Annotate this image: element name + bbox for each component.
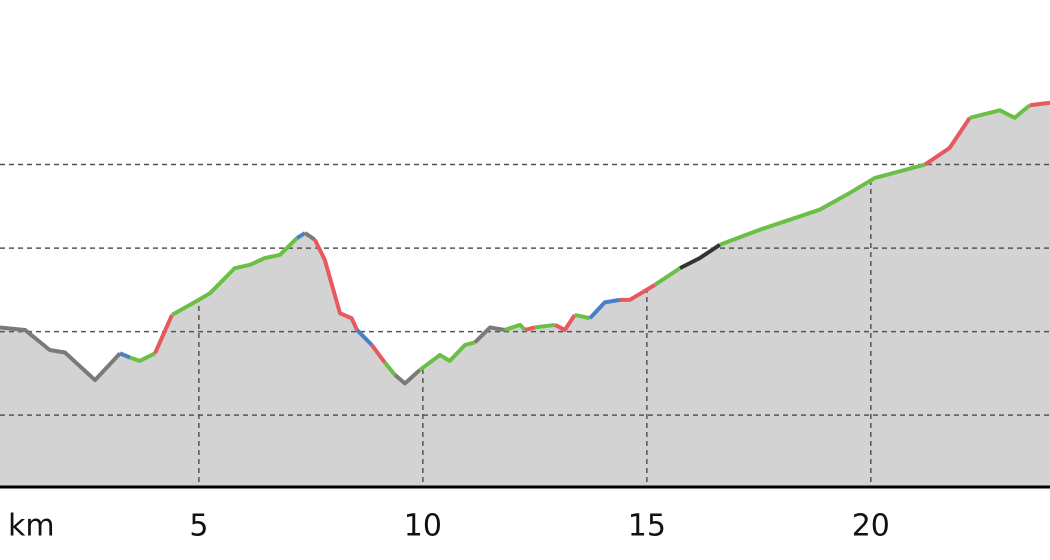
elevation-line bbox=[679, 243, 721, 270]
elevation-line bbox=[171, 236, 299, 317]
elevation-line bbox=[370, 343, 387, 364]
elevation-line bbox=[129, 351, 156, 363]
elevation-area bbox=[154, 314, 173, 488]
elevation-area bbox=[394, 368, 421, 488]
elevation-line bbox=[574, 312, 591, 321]
elevation-line bbox=[418, 340, 476, 372]
elevation-area bbox=[119, 352, 131, 488]
elevation-area bbox=[534, 324, 556, 488]
x-axis-label: km bbox=[8, 509, 55, 544]
elevation-line bbox=[719, 162, 926, 247]
x-tick-label: 5 bbox=[189, 509, 208, 544]
elevation-area bbox=[619, 283, 656, 488]
elevation-line bbox=[0, 325, 122, 383]
x-tick-label: 15 bbox=[628, 509, 666, 544]
elevation-area bbox=[524, 326, 536, 488]
elevation-line bbox=[393, 368, 422, 386]
elevation-line bbox=[969, 103, 1032, 120]
elevation-area bbox=[296, 232, 306, 488]
elevation-line bbox=[383, 361, 397, 377]
elevation-area bbox=[654, 267, 681, 488]
elevation-line bbox=[619, 283, 656, 302]
elevation-area bbox=[574, 314, 591, 488]
elevation-area bbox=[554, 313, 576, 488]
elevation-area bbox=[474, 326, 506, 488]
elevation-area bbox=[356, 328, 373, 488]
elevation-line bbox=[295, 231, 307, 240]
elevation-line bbox=[119, 351, 131, 360]
x-tick-label: 20 bbox=[852, 509, 890, 544]
elevation-area bbox=[504, 324, 526, 488]
elevation-line bbox=[588, 297, 621, 320]
elevation-area bbox=[719, 163, 926, 488]
elevation-line bbox=[1029, 100, 1050, 108]
elevation-line bbox=[473, 325, 506, 344]
elevation-line bbox=[923, 116, 972, 167]
elevation-area bbox=[679, 243, 721, 488]
elevation-line bbox=[303, 231, 317, 242]
elevation-line bbox=[355, 328, 374, 347]
elevation-line bbox=[534, 322, 556, 330]
elevation-area bbox=[589, 299, 621, 488]
elevation-area bbox=[314, 239, 358, 488]
elevation-area bbox=[1029, 102, 1050, 488]
elevation-area bbox=[371, 343, 386, 488]
x-tick-label: 10 bbox=[404, 509, 442, 544]
elevation-area bbox=[384, 361, 396, 488]
elevation-line bbox=[653, 266, 682, 287]
elevation-area bbox=[129, 352, 156, 488]
elevation-line bbox=[153, 314, 174, 355]
elevation-area bbox=[969, 104, 1031, 488]
elevation-line bbox=[524, 325, 536, 332]
elevation-line bbox=[554, 313, 577, 332]
elevation-area bbox=[304, 232, 316, 488]
elevation-area bbox=[924, 116, 971, 488]
elevation-line bbox=[504, 322, 527, 332]
elevation-area bbox=[171, 236, 298, 488]
elevation-line bbox=[313, 238, 359, 331]
